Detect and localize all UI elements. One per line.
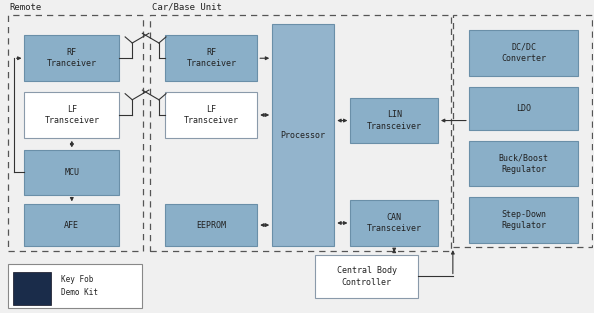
Bar [150, 15, 451, 251]
Bar [272, 24, 334, 246]
Text: Central Body
Controller: Central Body Controller [337, 266, 397, 287]
Bar [8, 15, 143, 251]
Bar [469, 198, 579, 243]
Text: LIN
Transceiver: LIN Transceiver [366, 110, 422, 131]
Bar [350, 98, 438, 143]
Bar [12, 272, 51, 305]
Bar [469, 141, 579, 186]
Text: RF
Tranceiver: RF Tranceiver [187, 48, 236, 69]
Bar [24, 35, 119, 81]
Bar [469, 87, 579, 130]
Bar [350, 200, 438, 246]
Text: Key Fob
Demo Kit: Key Fob Demo Kit [61, 275, 98, 297]
Text: Processor: Processor [281, 131, 326, 140]
Text: Step-Down
Regulator: Step-Down Regulator [501, 210, 546, 230]
Text: MCU: MCU [64, 168, 80, 177]
Text: AFE: AFE [64, 221, 80, 229]
Bar [166, 204, 257, 246]
Bar [24, 150, 119, 195]
Bar [24, 92, 119, 138]
Bar [315, 255, 419, 298]
Bar [469, 30, 579, 75]
Text: LF
Transceiver: LF Transceiver [45, 105, 99, 125]
Text: LDO: LDO [516, 104, 531, 113]
Text: CAN
Transceiver: CAN Transceiver [366, 213, 422, 233]
Text: Remote: Remote [10, 3, 42, 12]
Bar [453, 15, 592, 247]
Bar [8, 264, 142, 308]
Text: DC/DC
Converter: DC/DC Converter [501, 43, 546, 63]
Bar [166, 92, 257, 138]
Text: EEPROM: EEPROM [197, 221, 226, 229]
Text: Buck/Boost
Regulator: Buck/Boost Regulator [499, 153, 549, 174]
Text: RF
Tranceiver: RF Tranceiver [47, 48, 97, 69]
Text: LF
Transceiver: LF Transceiver [184, 105, 239, 125]
Bar [166, 35, 257, 81]
Bar [24, 204, 119, 246]
Text: Car/Base Unit: Car/Base Unit [152, 3, 222, 12]
